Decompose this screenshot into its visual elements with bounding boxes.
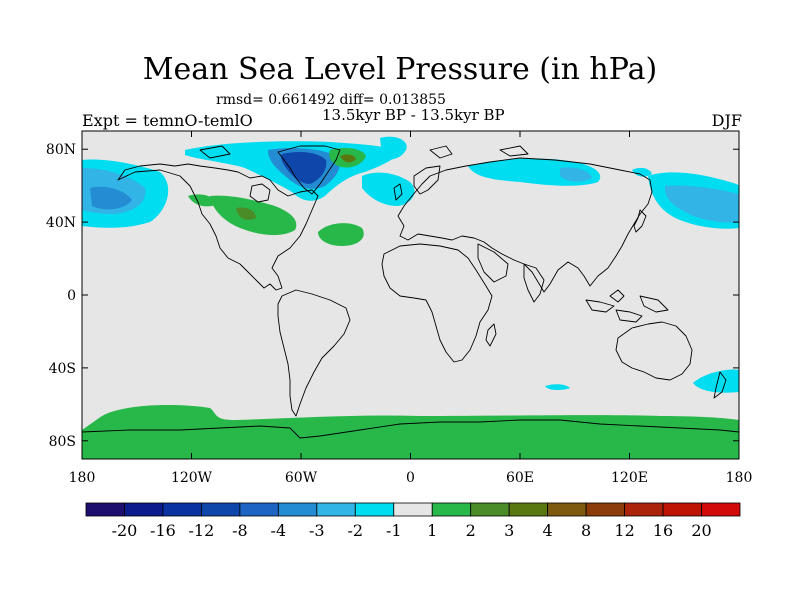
anomaly-region-tasman — [693, 369, 739, 393]
anomaly-region-southern-ocean — [82, 405, 739, 459]
lon-tick-label: 60W — [285, 470, 318, 486]
colorbar-swatch — [624, 502, 664, 517]
coastline-indonesia — [585, 289, 669, 323]
colorbar-label: 16 — [653, 521, 673, 540]
colorbar-label: 4 — [543, 521, 553, 540]
colorbar-swatch — [239, 502, 279, 517]
colorbar-swatch — [162, 502, 202, 517]
coastline-arabia — [477, 243, 509, 283]
colorbar-label: -8 — [232, 521, 248, 540]
coastline-british-isles — [393, 183, 403, 201]
anomaly-region-north-pacific-east-inner — [664, 185, 739, 223]
colorbar-swatch — [393, 502, 433, 517]
lat-tick-label: 80S — [49, 434, 76, 450]
period-label: 13.5kyr BP - 13.5kyr BP — [322, 106, 505, 124]
colorbar-label: -3 — [309, 521, 325, 540]
colorbar-swatch — [124, 502, 164, 517]
coastline-north-america — [117, 163, 319, 291]
lat-tick-label: 40S — [49, 361, 76, 377]
lat-tick-label: 80N — [46, 142, 76, 158]
map-axes: 80N 40N 0 40S 80S 180 120W 60W 0 60E 120E 180 — [46, 131, 752, 486]
colorbar-swatch — [662, 502, 702, 517]
colorbar-label: -20 — [112, 521, 138, 540]
colorbar-swatch — [547, 502, 587, 517]
colorbar-swatch — [316, 502, 356, 517]
coastline-hudson-bay — [249, 183, 271, 203]
anomaly-region-north-america-inner — [236, 207, 256, 220]
anomaly-region-siberia-inner — [560, 167, 592, 182]
colorbar: -20 -16 -12 -8 -4 -3 -2 -1 1 2 3 4 8 12 16 20 — [85, 502, 741, 540]
coastline-eurasia — [397, 157, 653, 293]
coastline-madagascar — [485, 323, 497, 347]
anomaly-region-kamchatka — [632, 167, 652, 177]
coastline-scandinavia — [413, 165, 441, 195]
colorbar-label: 8 — [581, 521, 591, 540]
colorbar-label: -1 — [386, 521, 402, 540]
coastline-greenland — [277, 145, 341, 195]
colorbar-label: 2 — [466, 521, 476, 540]
colorbar-label: -16 — [150, 521, 176, 540]
anomaly-region-mid-atlantic — [318, 223, 364, 246]
lon-tick-label: 0 — [406, 470, 415, 486]
colorbar-swatch — [431, 502, 472, 517]
colorbar-swatch — [277, 502, 318, 517]
lon-tick-label: 180 — [726, 470, 753, 486]
colorbar-swatch — [354, 502, 395, 517]
anomaly-region-north-pacific-core — [90, 186, 132, 210]
coastline-africa — [381, 243, 493, 363]
lat-tick-label: 40N — [46, 215, 76, 231]
anomaly-fields — [82, 136, 739, 459]
colorbar-swatch — [470, 502, 510, 517]
colorbar-swatch — [508, 502, 549, 517]
colorbar-label: -2 — [347, 521, 363, 540]
colorbar-label: 12 — [614, 521, 634, 540]
colorbar-label: 3 — [504, 521, 514, 540]
experiment-label: Expt = temnO-temlO — [82, 111, 253, 130]
anomaly-region-arctic-strip — [380, 136, 407, 160]
lon-tick-label: 120E — [611, 470, 648, 486]
coastlines — [82, 145, 739, 439]
coastline-new-zealand — [713, 371, 727, 399]
season-label: DJF — [711, 111, 742, 130]
coastline-arctic-islands — [199, 145, 529, 159]
colorbar-swatch — [201, 502, 241, 517]
coastline-south-america — [277, 289, 351, 417]
colorbar-swatch — [701, 502, 741, 517]
chart-title: Mean Sea Level Pressure (in hPa) — [142, 52, 658, 87]
lat-tick-label: 0 — [67, 288, 76, 304]
coastline-japan — [633, 209, 647, 233]
lon-tick-label: 60E — [506, 470, 534, 486]
anomaly-region-greenland-core — [281, 152, 327, 184]
anomaly-region-south-pacific — [100, 407, 214, 430]
lon-tick-label: 120W — [171, 470, 213, 486]
colorbar-label: -12 — [189, 521, 215, 540]
coastline-india — [523, 263, 545, 303]
lon-tick-label: 180 — [69, 470, 96, 486]
anomaly-region-south-indian — [545, 384, 570, 391]
coastline-australia — [615, 321, 693, 381]
stats-label: rmsd= 0.661492 diff= 0.013855 — [216, 92, 446, 108]
colorbar-swatch — [585, 502, 625, 517]
colorbar-label: -4 — [271, 521, 287, 540]
coastline-antarctica — [82, 419, 739, 439]
anomaly-region-norwegian-sea — [362, 172, 415, 206]
anomaly-region-greenland-positive-core — [340, 154, 356, 163]
colorbar-swatch — [85, 502, 125, 517]
colorbar-label: 20 — [691, 521, 711, 540]
colorbar-label: 1 — [427, 521, 437, 540]
